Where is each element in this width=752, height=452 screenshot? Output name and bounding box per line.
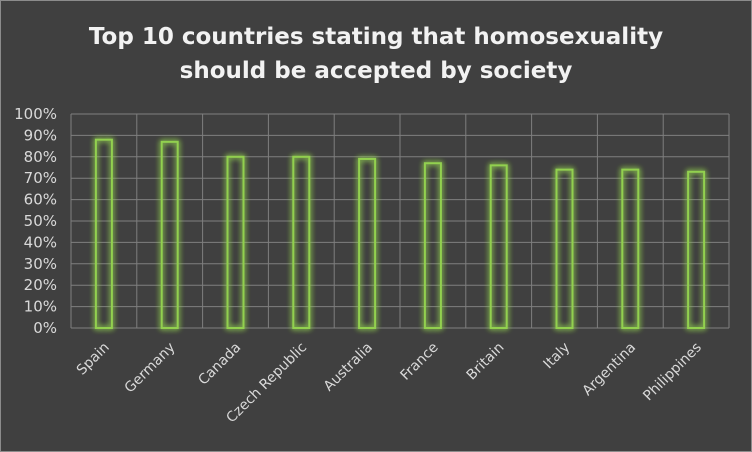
x-tick-label: Britain <box>464 340 508 384</box>
bars <box>94 138 706 329</box>
y-tick-label: 50% <box>24 212 57 230</box>
bar-spain <box>94 138 113 329</box>
bar-france <box>423 162 442 329</box>
bar-czech-republic <box>292 155 311 329</box>
x-tick-label: Germany <box>122 340 179 397</box>
x-tick-label: Argentina <box>580 340 640 400</box>
bar-australia <box>358 157 377 329</box>
y-tick-label: 90% <box>24 126 57 144</box>
x-tick-label: Spain <box>74 340 113 379</box>
x-tick-label: Canada <box>195 340 244 389</box>
x-tick-label: Philippines <box>640 340 705 405</box>
bar-philippines <box>687 170 706 329</box>
chart-title-line-2: should be accepted by society <box>179 58 573 84</box>
x-tick-label: Italy <box>541 340 574 373</box>
y-axis-ticks: 0% 10% 20% 30% 40% 50% 60% 70% 80% 90% 100% <box>14 105 57 337</box>
x-tick-label: France <box>397 340 441 384</box>
y-tick-label: 80% <box>24 148 57 166</box>
x-tick-label: Australia <box>321 340 376 395</box>
chart-title: Top 10 countries stating that homosexual… <box>0 20 752 88</box>
y-tick-label: 30% <box>24 255 57 273</box>
chart-title-line-1: Top 10 countries stating that homosexual… <box>88 24 664 50</box>
bar-britain <box>489 164 508 329</box>
y-tick-label: 20% <box>24 276 57 294</box>
bar-italy <box>555 168 574 329</box>
bar-canada <box>226 155 245 329</box>
y-tick-label: 10% <box>24 298 57 316</box>
y-tick-label: 0% <box>33 319 57 337</box>
bar-argentina <box>621 168 640 329</box>
y-tick-label: 100% <box>14 105 57 123</box>
grid-lines <box>70 113 730 329</box>
bar-germany <box>160 140 179 329</box>
y-tick-label: 70% <box>24 169 57 187</box>
y-tick-label: 60% <box>24 191 57 209</box>
y-tick-label: 40% <box>24 233 57 251</box>
